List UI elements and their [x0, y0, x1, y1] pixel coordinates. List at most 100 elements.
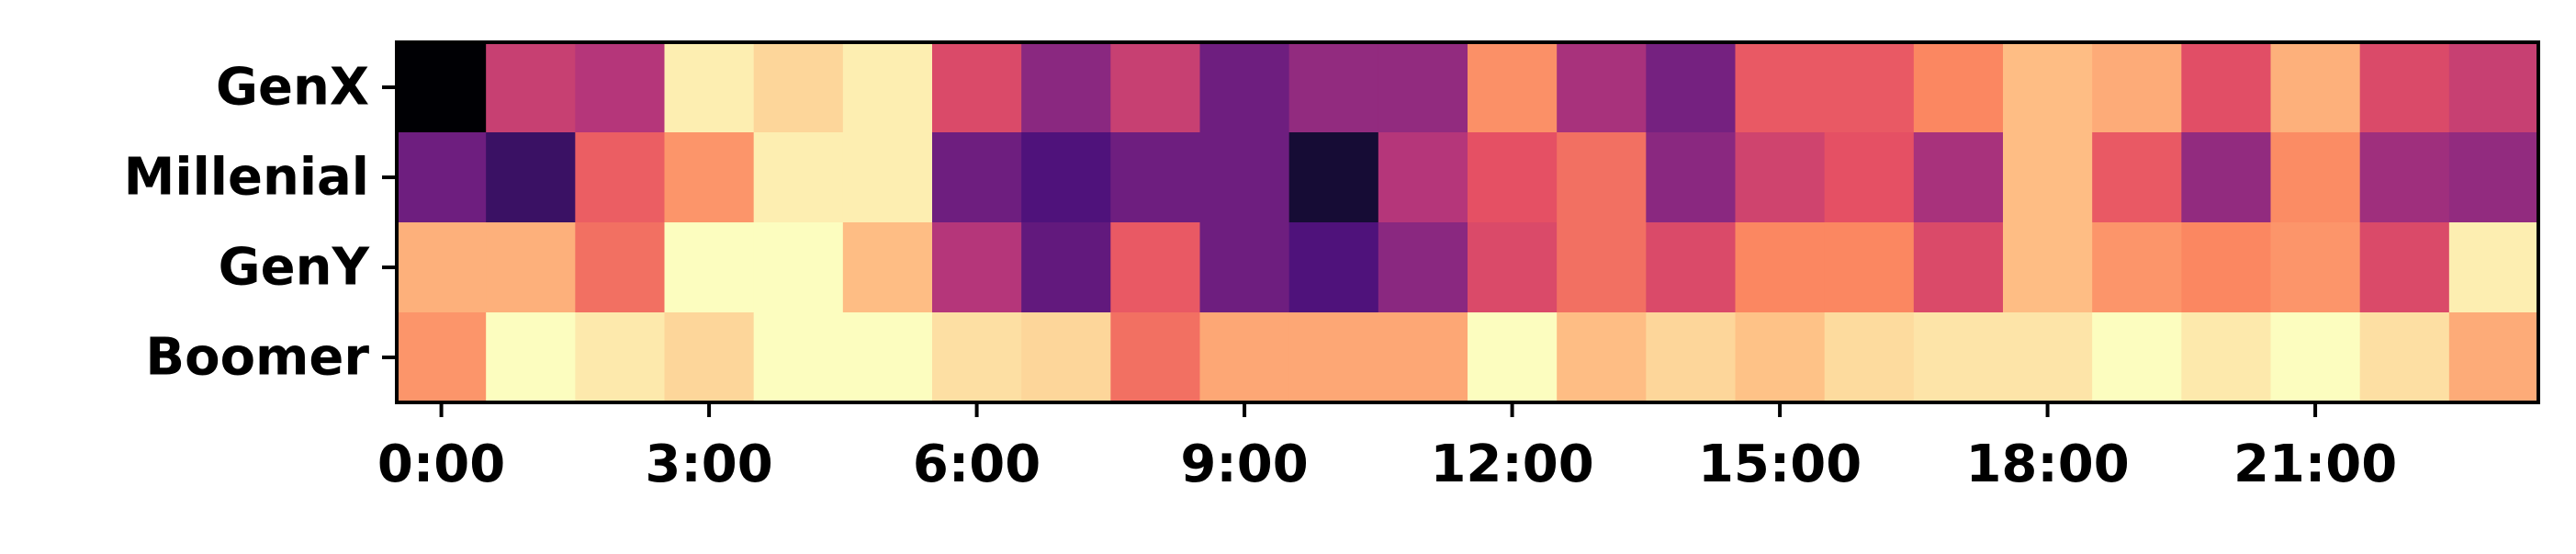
heatmap-cell — [753, 312, 844, 403]
heatmap-cell — [664, 42, 755, 133]
heatmap-cell — [2181, 132, 2272, 223]
heatmap-cell — [1913, 42, 2004, 133]
heatmap-cell — [2448, 42, 2539, 133]
x-tick-label: 15:00 — [1698, 435, 1862, 494]
heatmap-cell — [2003, 42, 2093, 133]
heatmap-cell — [2003, 312, 2093, 403]
heatmap-cell — [2092, 132, 2182, 223]
heatmap-cell — [575, 312, 666, 403]
x-tick-label: 9:00 — [1180, 435, 1308, 494]
heatmap-cell — [1557, 312, 1647, 403]
x-tick-label: 21:00 — [2233, 435, 2397, 494]
heatmap-cell — [2270, 222, 2361, 313]
heatmap-cell — [842, 42, 933, 133]
heatmap-cell — [397, 222, 487, 313]
heatmap-cell — [486, 312, 576, 403]
x-tick-label: 6:00 — [913, 435, 1041, 494]
heatmap-cell — [932, 132, 1022, 223]
plot-frame — [395, 40, 2540, 404]
heatmap-cell — [2181, 42, 2272, 133]
heatmap-cell — [2092, 222, 2182, 313]
y-axis: GenX Millenial GenY Boomer — [124, 58, 397, 388]
heatmap-cell — [1110, 312, 1201, 403]
heatmap-cell — [753, 132, 844, 223]
heatmap-cell — [1646, 312, 1737, 403]
heatmap-cell — [932, 312, 1022, 403]
y-tick-label: GenX — [216, 58, 369, 118]
heatmap-cell — [2359, 312, 2450, 403]
heatmap-cell — [1288, 132, 1379, 223]
heatmap-cell — [2003, 222, 2093, 313]
heatmap-cell — [2270, 42, 2361, 133]
heatmap-cell — [486, 222, 576, 313]
heatmap-cell — [2092, 42, 2182, 133]
heatmap-cell — [753, 42, 844, 133]
heatmap-cell — [1110, 222, 1201, 313]
heatmap-cell — [2448, 312, 2539, 403]
heatmap-cell — [1913, 312, 2004, 403]
heatmap-cell — [1646, 222, 1737, 313]
heatmap-cell — [1110, 42, 1201, 133]
heatmap-cell — [1378, 42, 1468, 133]
x-tick-label: 12:00 — [1430, 435, 1593, 494]
heatmap-cell — [1021, 222, 1111, 313]
heatmap-cell — [2359, 222, 2450, 313]
heatmap-cell — [1021, 42, 1111, 133]
heatmap-cell — [1288, 42, 1379, 133]
heatmap-cells — [397, 42, 2539, 403]
heatmap-cell — [1468, 222, 1558, 313]
heatmap-cell — [1199, 312, 1290, 403]
heatmap-cell — [1735, 312, 1826, 403]
heatmap-cell — [842, 312, 933, 403]
heatmap-cell — [1199, 222, 1290, 313]
heatmap-cell — [575, 42, 666, 133]
x-axis: 0:00 3:00 6:00 9:00 12:00 15:00 18:00 21:00 — [377, 402, 2397, 494]
heatmap-cell — [575, 222, 666, 313]
heatmap-cell — [1288, 312, 1379, 403]
heatmap-cell — [2003, 132, 2093, 223]
heatmap-cell — [575, 132, 666, 223]
heatmap-cell — [1378, 312, 1468, 403]
heatmap-cell — [664, 312, 755, 403]
heatmap-cell — [664, 132, 755, 223]
heatmap-cell — [1199, 132, 1290, 223]
heatmap-cell — [1468, 132, 1558, 223]
heatmap-cell — [2448, 132, 2539, 223]
heatmap-cell — [1735, 132, 1826, 223]
heatmap-cell — [932, 222, 1022, 313]
heatmap-cell — [2270, 132, 2361, 223]
heatmap-cell — [1735, 42, 1826, 133]
x-tick-label: 0:00 — [377, 435, 505, 494]
heatmap-cell — [842, 132, 933, 223]
heatmap-cell — [1378, 222, 1468, 313]
heatmap-cell — [1288, 222, 1379, 313]
heatmap-cell — [486, 132, 576, 223]
heatmap-cell — [2181, 222, 2272, 313]
heatmap-cell — [1824, 222, 1915, 313]
x-tick-label: 3:00 — [645, 435, 772, 494]
heatmap-cell — [664, 222, 755, 313]
heatmap-cell — [2270, 312, 2361, 403]
heatmap-cell — [842, 222, 933, 313]
heatmap-cell — [2092, 312, 2182, 403]
heatmap-cell — [1646, 132, 1737, 223]
heatmap-cell — [1824, 132, 1915, 223]
heatmap-cell — [1646, 42, 1737, 133]
heatmap-cell — [2359, 42, 2450, 133]
heatmap-cell — [397, 312, 487, 403]
heatmap-cell — [1110, 132, 1201, 223]
heatmap-cell — [486, 42, 576, 133]
heatmap-cell — [1913, 222, 2004, 313]
heatmap-cell — [1557, 42, 1647, 133]
heatmap-cell — [397, 132, 487, 223]
x-tick-label: 18:00 — [1965, 435, 2129, 494]
y-tick-label: Millenial — [124, 148, 369, 208]
heatmap-cell — [932, 42, 1022, 133]
heatmap-cell — [1468, 312, 1558, 403]
heatmap-cell — [2448, 222, 2539, 313]
y-tick-label: GenY — [219, 238, 371, 298]
y-tick-label: Boomer — [145, 328, 369, 388]
heatmap-cell — [1199, 42, 1290, 133]
heatmap-cell — [1557, 222, 1647, 313]
